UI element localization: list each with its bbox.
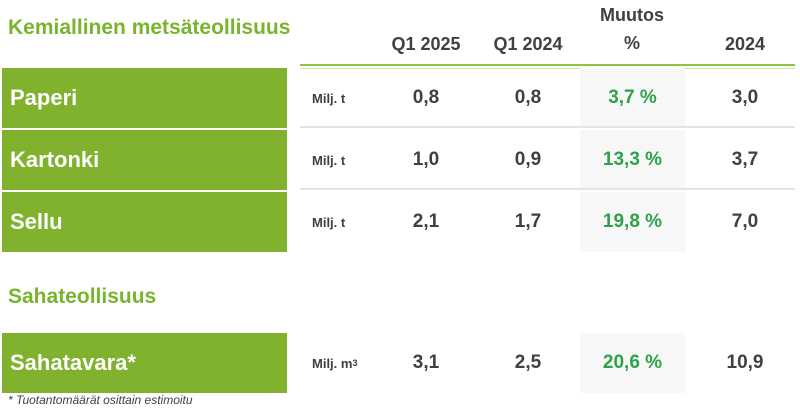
row-unit-superscript: 3 <box>352 358 358 368</box>
header-underline-thin <box>300 68 795 69</box>
header-change-line1: Muutos <box>600 5 664 25</box>
row-q1-2024: 0,8 <box>514 87 542 108</box>
table-row: Kartonki Milj. t 1,0 0,9 13,3 % 3,7 <box>0 130 800 190</box>
row-change: 3,7 % <box>580 68 685 128</box>
row-q1-2024: 2,5 <box>514 352 542 373</box>
row-q1-2024: 1,7 <box>514 211 542 232</box>
row-year-2024: 10,9 <box>726 352 764 373</box>
row-q1-2025: 0,8 <box>412 87 440 108</box>
row-q1-2024: 0,9 <box>514 149 542 170</box>
row-q1-2025: 2,1 <box>412 211 440 232</box>
row-unit: Milj. t <box>312 152 346 168</box>
row-unit: Milj. t <box>312 90 346 106</box>
header-underline <box>300 64 795 66</box>
row-unit-text: Milj. m <box>312 355 353 371</box>
header-change: Muutos % <box>582 4 682 54</box>
header-q1-2025: Q1 2025 <box>391 34 461 54</box>
section-title-chemical: Kemiallinen metsäteollisuus <box>8 16 291 39</box>
header-change-line2: % <box>623 33 640 53</box>
row-q1-2025: 3,1 <box>412 352 440 373</box>
row-year-2024: 3,7 <box>731 149 759 170</box>
table-row: Paperi Milj. t 0,8 0,8 3,7 % 3,0 <box>0 68 800 128</box>
row-label: Kartonki <box>2 130 287 190</box>
table-row: Sellu Milj. t 2,1 1,7 19,8 % 7,0 <box>0 192 800 252</box>
header-year-2024: 2024 <box>724 34 766 54</box>
row-label: Sellu <box>2 192 287 252</box>
row-q1-2025: 1,0 <box>412 149 440 170</box>
row-change: 19,8 % <box>580 192 685 252</box>
row-year-2024: 3,0 <box>731 87 759 108</box>
row-separator <box>300 126 795 128</box>
footnote: * Tuotantomäärät osittain estimoitu <box>8 393 193 407</box>
section-title-sawmill: Sahateollisuus <box>8 285 157 308</box>
row-unit: Milj. t <box>312 214 346 230</box>
row-label: Sahatavara* <box>2 333 287 393</box>
row-year-2024: 7,0 <box>731 211 759 232</box>
row-change: 13,3 % <box>580 130 685 190</box>
header-q1-2024: Q1 2024 <box>493 34 563 54</box>
row-separator <box>300 188 795 190</box>
row-change: 20,6 % <box>580 333 685 393</box>
row-label: Paperi <box>2 68 287 128</box>
